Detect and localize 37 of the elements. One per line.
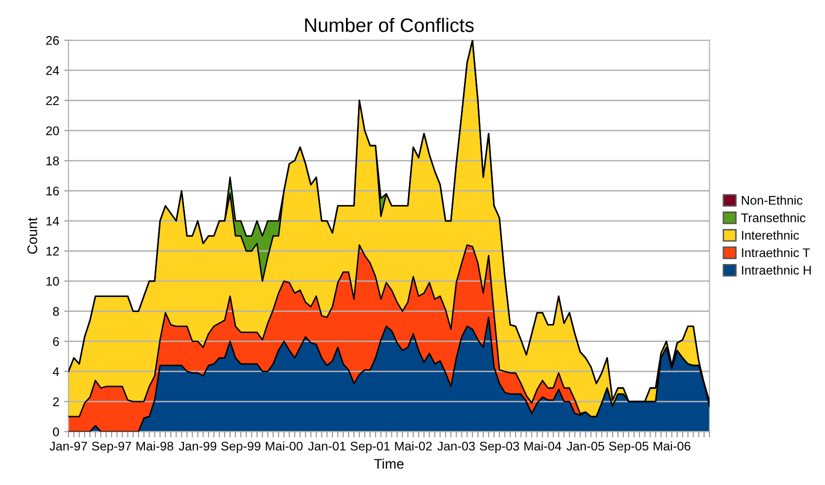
legend-label: Intraethnic H bbox=[742, 265, 811, 275]
y-tick-label: 4 bbox=[52, 367, 60, 376]
x-tick-label: Mai-00 bbox=[266, 441, 303, 451]
y-tick-label: 2 bbox=[53, 397, 59, 406]
x-tick-label: Jan-05 bbox=[566, 442, 604, 451]
legend-label: Interethnic bbox=[742, 230, 799, 240]
y-tick-label: 26 bbox=[46, 36, 59, 45]
y-tick-label: 10 bbox=[46, 276, 59, 286]
y-tick-label: 6 bbox=[53, 337, 59, 346]
y-tick-label: 0 bbox=[52, 427, 59, 436]
x-tick-label: Jan-97 bbox=[50, 442, 87, 451]
x-tick-label: Jan-03 bbox=[437, 442, 475, 451]
x-tick-label: Jan-01 bbox=[308, 442, 346, 451]
y-tick-label: 14 bbox=[46, 216, 60, 226]
x-tick-label: Sep-01 bbox=[350, 442, 390, 454]
y-tick-label: 8 bbox=[53, 307, 59, 316]
x-tick-label: Mai-06 bbox=[654, 441, 690, 451]
x-tick-label: Sep-97 bbox=[92, 442, 132, 454]
y-tick-label: 22 bbox=[46, 96, 59, 105]
x-tick-label: Sep-05 bbox=[609, 442, 648, 454]
x-axis-title: Time bbox=[374, 458, 404, 469]
legend-label: Transethnic bbox=[741, 213, 806, 222]
x-tick-label: Sep-99 bbox=[221, 442, 260, 454]
y-tick-label: 24 bbox=[46, 66, 60, 75]
y-tick-label: 20 bbox=[46, 126, 59, 136]
x-tick-label: Mai-98 bbox=[136, 441, 174, 451]
x-tick-label: Sep-03 bbox=[480, 442, 520, 454]
x-tick-label: Mai-04 bbox=[524, 441, 562, 451]
y-tick-label: 18 bbox=[46, 156, 59, 166]
x-tick-label: Mai-02 bbox=[395, 441, 432, 451]
legend-label: Non-Ethnic bbox=[742, 196, 802, 205]
y-axis-title: Count bbox=[27, 218, 38, 254]
x-tick-label: Jan-99 bbox=[178, 442, 216, 451]
legend-label: Intraethnic T bbox=[742, 248, 810, 258]
chart-title: Number of Conflicts bbox=[305, 18, 474, 32]
y-tick-label: 16 bbox=[46, 186, 59, 196]
y-tick-label: 12 bbox=[46, 246, 59, 256]
